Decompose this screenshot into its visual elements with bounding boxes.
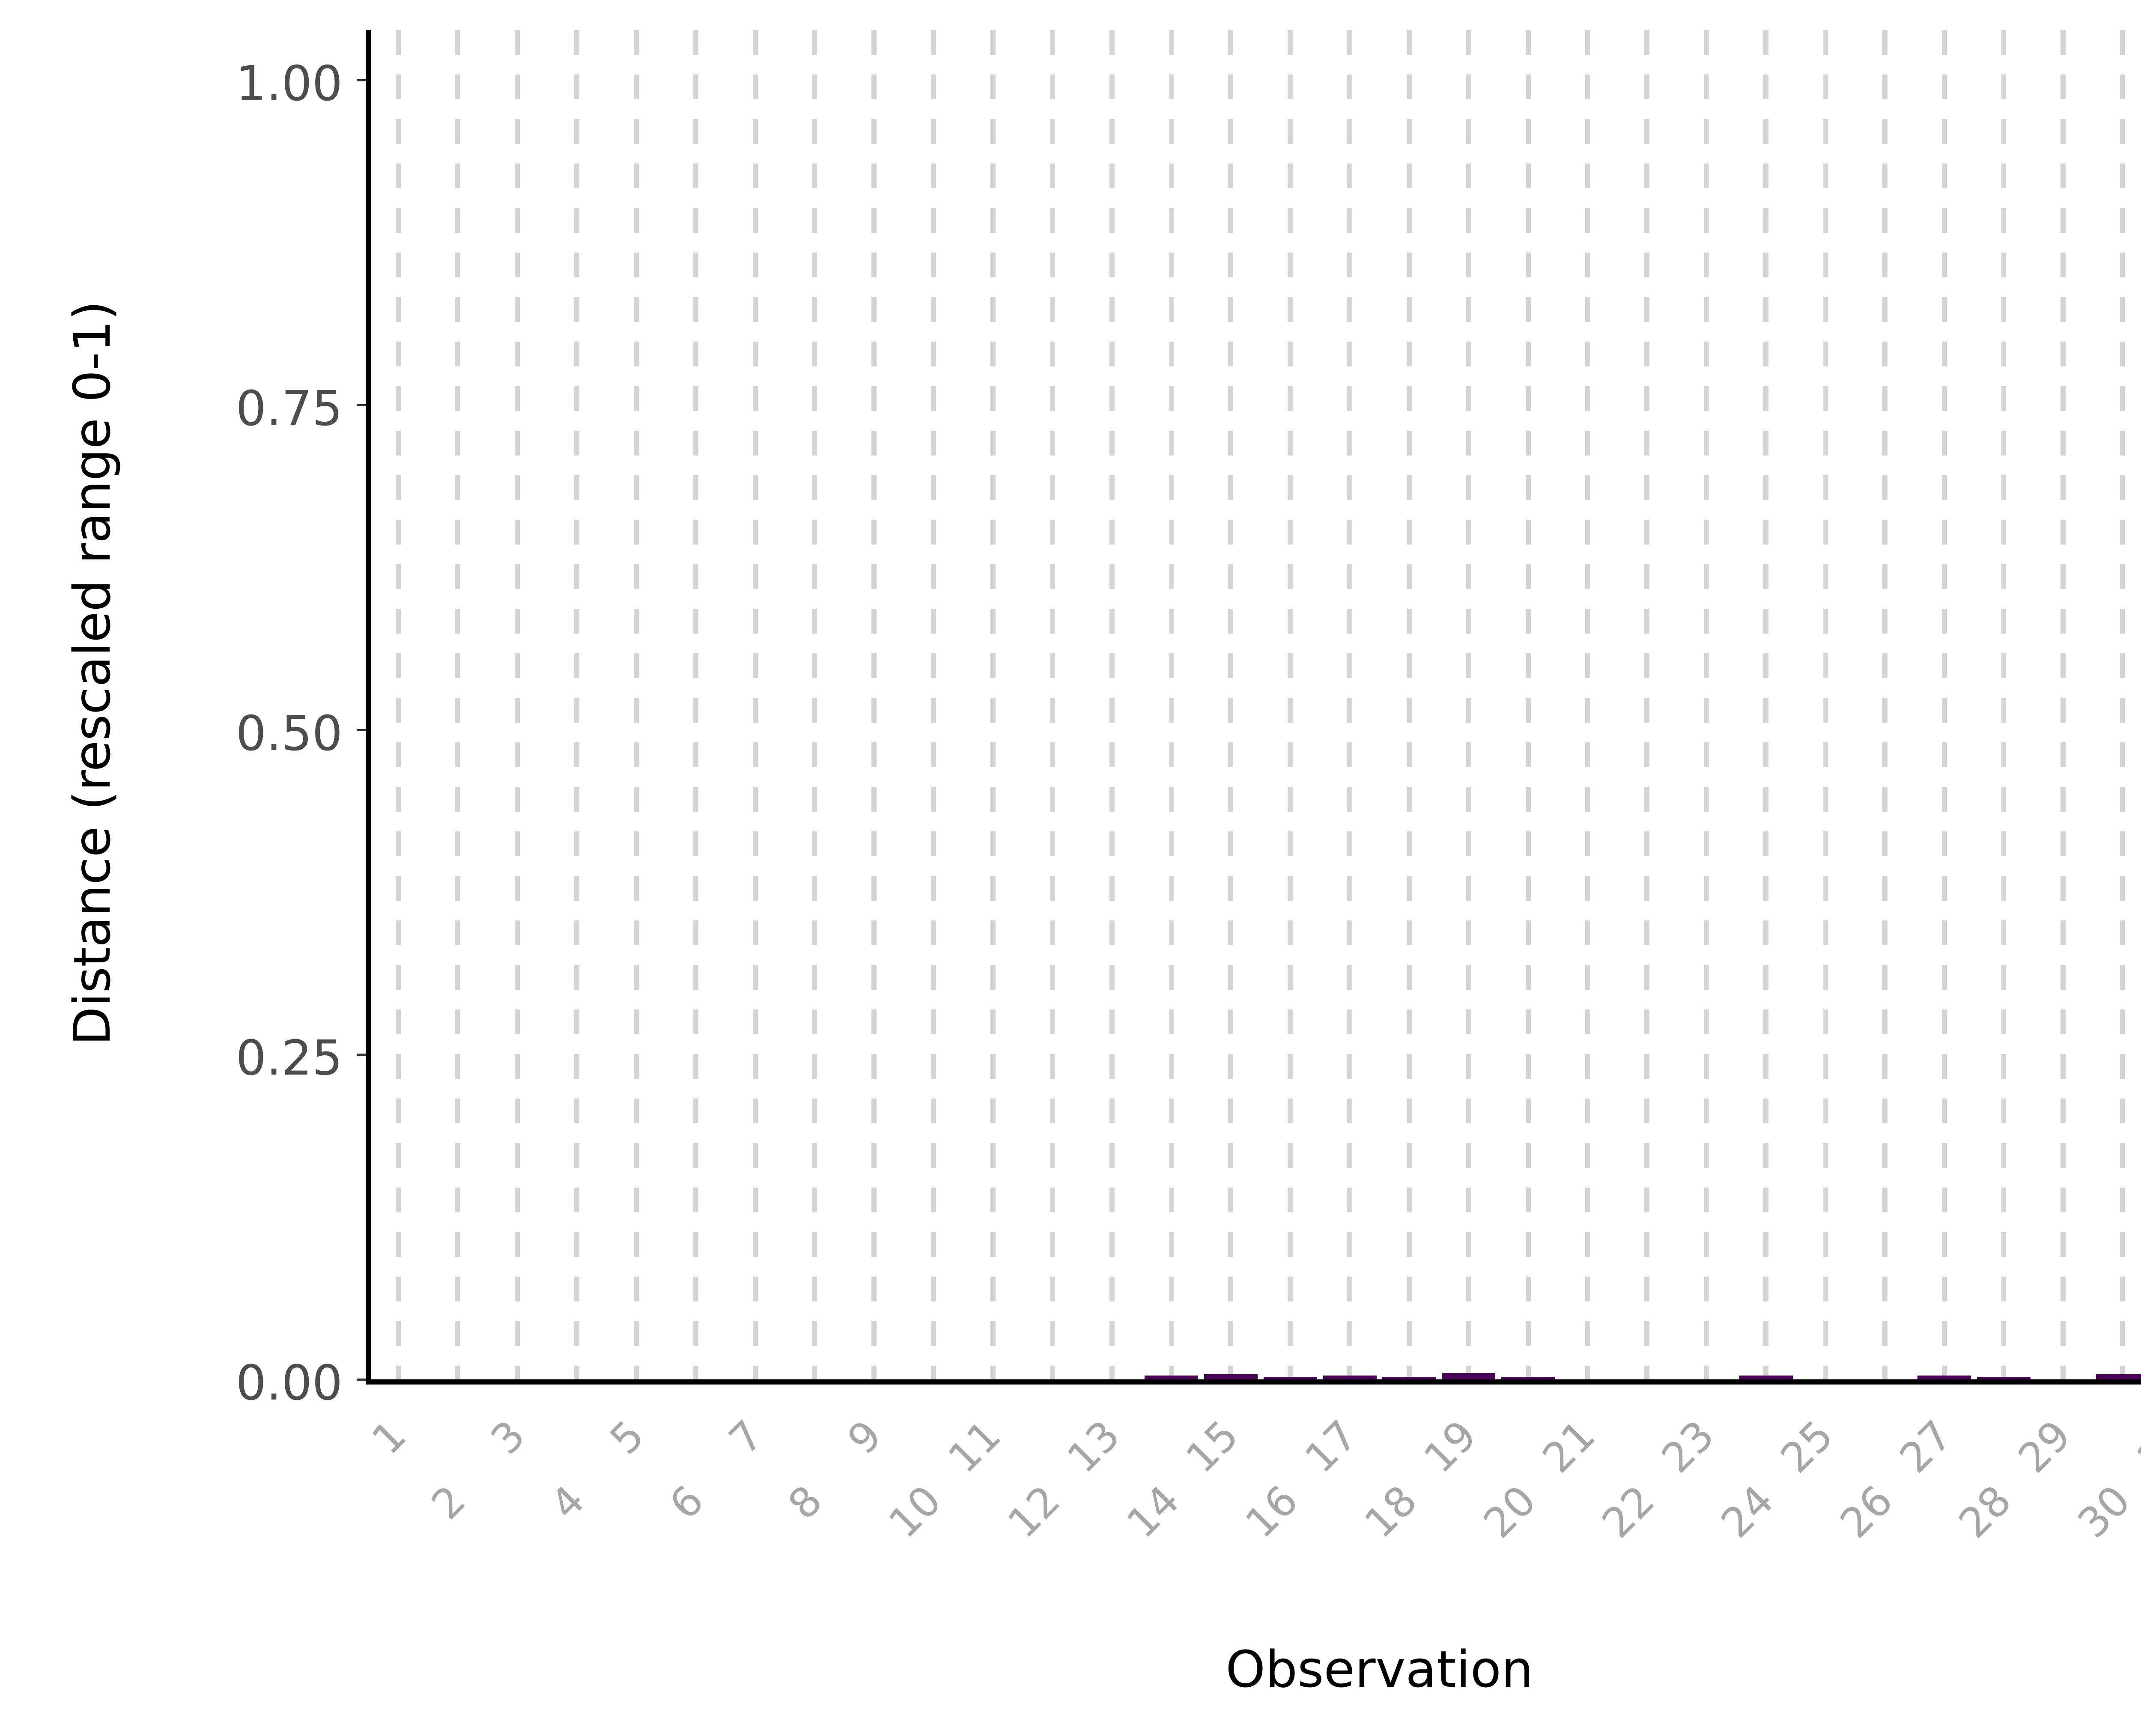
x-tick-label-3: 3 (482, 1411, 534, 1464)
gridline-27 (1941, 30, 1947, 1381)
gridline-18 (1406, 30, 1412, 1381)
x-tick-label-23: 23 (1652, 1411, 1724, 1482)
bar-observation-28 (1977, 1377, 2031, 1379)
y-tick-mark-1.00 (357, 79, 366, 81)
gridline-8 (812, 30, 817, 1381)
gridline-17 (1347, 30, 1353, 1381)
gridline-24 (1763, 30, 1769, 1381)
gridline-5 (633, 30, 639, 1381)
bar-observation-18 (1382, 1377, 1436, 1379)
plot-panel (369, 30, 2141, 1381)
y-tick-label-1.00: 1.00 (236, 56, 343, 112)
gridline-22 (1644, 30, 1650, 1381)
gridline-21 (1585, 30, 1590, 1381)
y-axis-title: Distance (rescaled range 0-1) (63, 301, 122, 1046)
gridline-20 (1525, 30, 1531, 1381)
bar-observation-16 (1263, 1377, 1317, 1379)
bar-observation-14 (1145, 1375, 1198, 1379)
gridline-11 (990, 30, 996, 1381)
gridline-23 (1704, 30, 1709, 1381)
x-axis-title: Observation (1226, 1640, 1533, 1699)
gridline-6 (693, 30, 698, 1381)
y-tick-label-0.00: 0.00 (236, 1355, 343, 1411)
y-tick-mark-0.25 (357, 1054, 366, 1056)
y-tick-mark-0.50 (357, 729, 366, 731)
x-tick-label-25: 25 (1771, 1411, 1843, 1482)
gridline-9 (871, 30, 877, 1381)
bar-observation-19 (1442, 1373, 1496, 1379)
gridline-3 (515, 30, 520, 1381)
x-tick-label-19: 19 (1414, 1411, 1486, 1482)
gridline-30 (2120, 30, 2126, 1381)
x-tick-label-15: 15 (1177, 1411, 1248, 1482)
gridline-10 (931, 30, 936, 1381)
gridline-25 (1822, 30, 1828, 1381)
gridline-7 (752, 30, 758, 1381)
x-tick-label-27: 27 (1890, 1411, 1962, 1482)
bar-observation-24 (1739, 1375, 1793, 1379)
x-tick-label-13: 13 (1058, 1411, 1129, 1482)
gridline-15 (1228, 30, 1234, 1381)
gridline-13 (1109, 30, 1115, 1381)
x-axis-line (366, 1379, 2141, 1385)
bar-observation-27 (1917, 1375, 1971, 1379)
gridline-12 (1050, 30, 1055, 1381)
y-tick-mark-0.00 (357, 1379, 366, 1381)
bar-observation-30 (2096, 1374, 2141, 1379)
y-tick-label-0.75: 0.75 (236, 381, 343, 437)
gridline-1 (396, 30, 401, 1381)
gridline-4 (574, 30, 579, 1381)
x-tick-label-17: 17 (1296, 1411, 1367, 1482)
gridline-14 (1169, 30, 1174, 1381)
x-tick-label-21: 21 (1533, 1411, 1605, 1482)
gridline-19 (1466, 30, 1471, 1381)
gridline-2 (455, 30, 461, 1381)
bar-observation-17 (1323, 1375, 1377, 1379)
x-tick-label-29: 29 (2009, 1411, 2080, 1482)
gridline-26 (1882, 30, 1888, 1381)
gridline-28 (2001, 30, 2007, 1381)
y-axis-line (366, 30, 371, 1383)
x-tick-label-5: 5 (601, 1411, 653, 1464)
x-tick-label-1: 1 (363, 1411, 416, 1464)
bar-observation-15 (1204, 1374, 1258, 1379)
y-tick-mark-0.75 (357, 404, 366, 406)
y-tick-label-0.25: 0.25 (236, 1030, 343, 1087)
x-tick-label-7: 7 (719, 1411, 772, 1464)
x-tick-label-9: 9 (838, 1411, 891, 1464)
x-tick-label-11: 11 (939, 1411, 1010, 1482)
gridline-29 (2060, 30, 2066, 1381)
bar-observation-20 (1501, 1377, 1555, 1379)
y-tick-label-0.50: 0.50 (236, 706, 343, 762)
gridline-16 (1288, 30, 1293, 1381)
